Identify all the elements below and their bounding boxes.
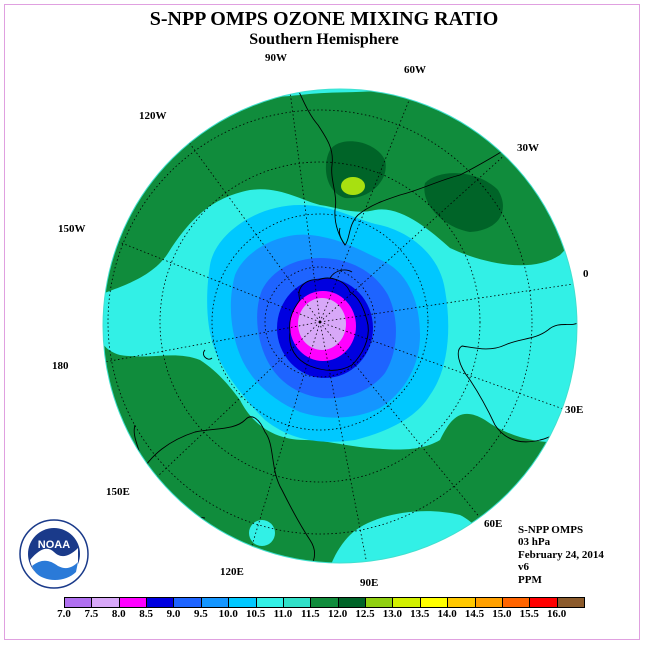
colorbar-label: 11.0 (273, 608, 293, 620)
info-version: v6 (518, 561, 529, 574)
noaa-logo: NOAA (19, 519, 89, 589)
colorbar-swatch (118, 597, 148, 608)
colorbar-label: 12.5 (355, 608, 375, 620)
colorbar-swatch (556, 597, 585, 608)
info-date: February 24, 2014 (518, 548, 604, 561)
colorbar-swatch (91, 597, 120, 608)
lon-label-30e: 30E (565, 404, 584, 416)
colorbar-label: 15.0 (492, 608, 512, 620)
colorbar-label: 13.5 (410, 608, 430, 620)
colorbar-swatch (200, 597, 230, 608)
lon-label-60w: 60W (404, 64, 426, 76)
noaa-logo-text: NOAA (38, 539, 70, 551)
info-units: PPM (518, 573, 542, 586)
coastlines (133, 89, 577, 563)
lon-label-90w: 90W (265, 52, 287, 64)
lon-label-150w: 150W (58, 223, 86, 235)
colorbar-label: 11.5 (300, 608, 320, 620)
contour-12.0-b (424, 173, 503, 232)
contour-8.0 (298, 298, 346, 350)
colorbar-label: 7.5 (84, 608, 99, 620)
colorbar-label: 14.0 (437, 608, 457, 620)
colorbar-swatch (419, 597, 449, 608)
lon-label-120w: 120W (139, 110, 167, 122)
lon-label-180: 180 (52, 360, 69, 372)
colorbar-label: 9.5 (193, 608, 208, 620)
colorbar-swatch (146, 597, 175, 608)
colorbar-label: 15.5 (519, 608, 539, 620)
map-title: S-NPP OMPS OZONE MIXING RATIO (149, 8, 499, 30)
colorbar-swatch (392, 597, 421, 608)
lon-label-30w: 30W (517, 142, 539, 154)
colorbar-label: 10.5 (245, 608, 266, 620)
info-level: 03 hPa (518, 536, 551, 549)
figure-frame (4, 4, 640, 640)
colorbar-swatch (282, 597, 312, 608)
colorbar-label: 10.0 (218, 608, 238, 620)
colorbar-swatch (474, 597, 503, 608)
colorbar-swatch (255, 597, 284, 608)
ozone-field (103, 89, 577, 563)
info-instrument: S-NPP OMPS (518, 524, 584, 536)
colorbar-label: 14.5 (464, 608, 485, 620)
colorbar-label: 13.0 (382, 608, 403, 620)
lon-label-120e: 120E (220, 566, 244, 578)
map-rim (102, 88, 578, 564)
colorbar-swatch (228, 597, 257, 608)
colorbar-label: 16.0 (547, 608, 567, 620)
colorbar-swatch (64, 597, 93, 608)
colorbar-swatch (173, 597, 202, 608)
lon-label-150e: 150E (106, 486, 130, 498)
lon-label-60e: 60E (484, 518, 503, 530)
colorbar-swatch (365, 597, 394, 608)
contour-12.5 (341, 177, 365, 195)
lon-label-0: 0 (583, 268, 589, 280)
colorbar-swatch (337, 597, 367, 608)
meridians (103, 89, 577, 563)
colorbar-label: 12.0 (328, 608, 348, 620)
colorbar-label: 8.5 (139, 608, 153, 620)
latitude-circles (107, 109, 533, 535)
lon-label-90e: 90E (360, 577, 379, 589)
map-subtitle: Southern Hemisphere (249, 31, 399, 48)
colorbar-swatch (529, 597, 558, 608)
info-block: S-NPP OMPS 03 hPa February 24, 2014 v6 P… (518, 524, 604, 586)
colorbar-label: 7.0 (57, 608, 71, 620)
colorbar-label: 9.0 (166, 608, 181, 620)
contour-11.0-small (249, 520, 275, 546)
colorbar-swatch (310, 597, 339, 608)
contour-12.0-a (325, 141, 386, 199)
colorbar-swatch (447, 597, 476, 608)
colorbar-label: 8.0 (111, 608, 126, 620)
colorbar-swatch (501, 597, 531, 608)
